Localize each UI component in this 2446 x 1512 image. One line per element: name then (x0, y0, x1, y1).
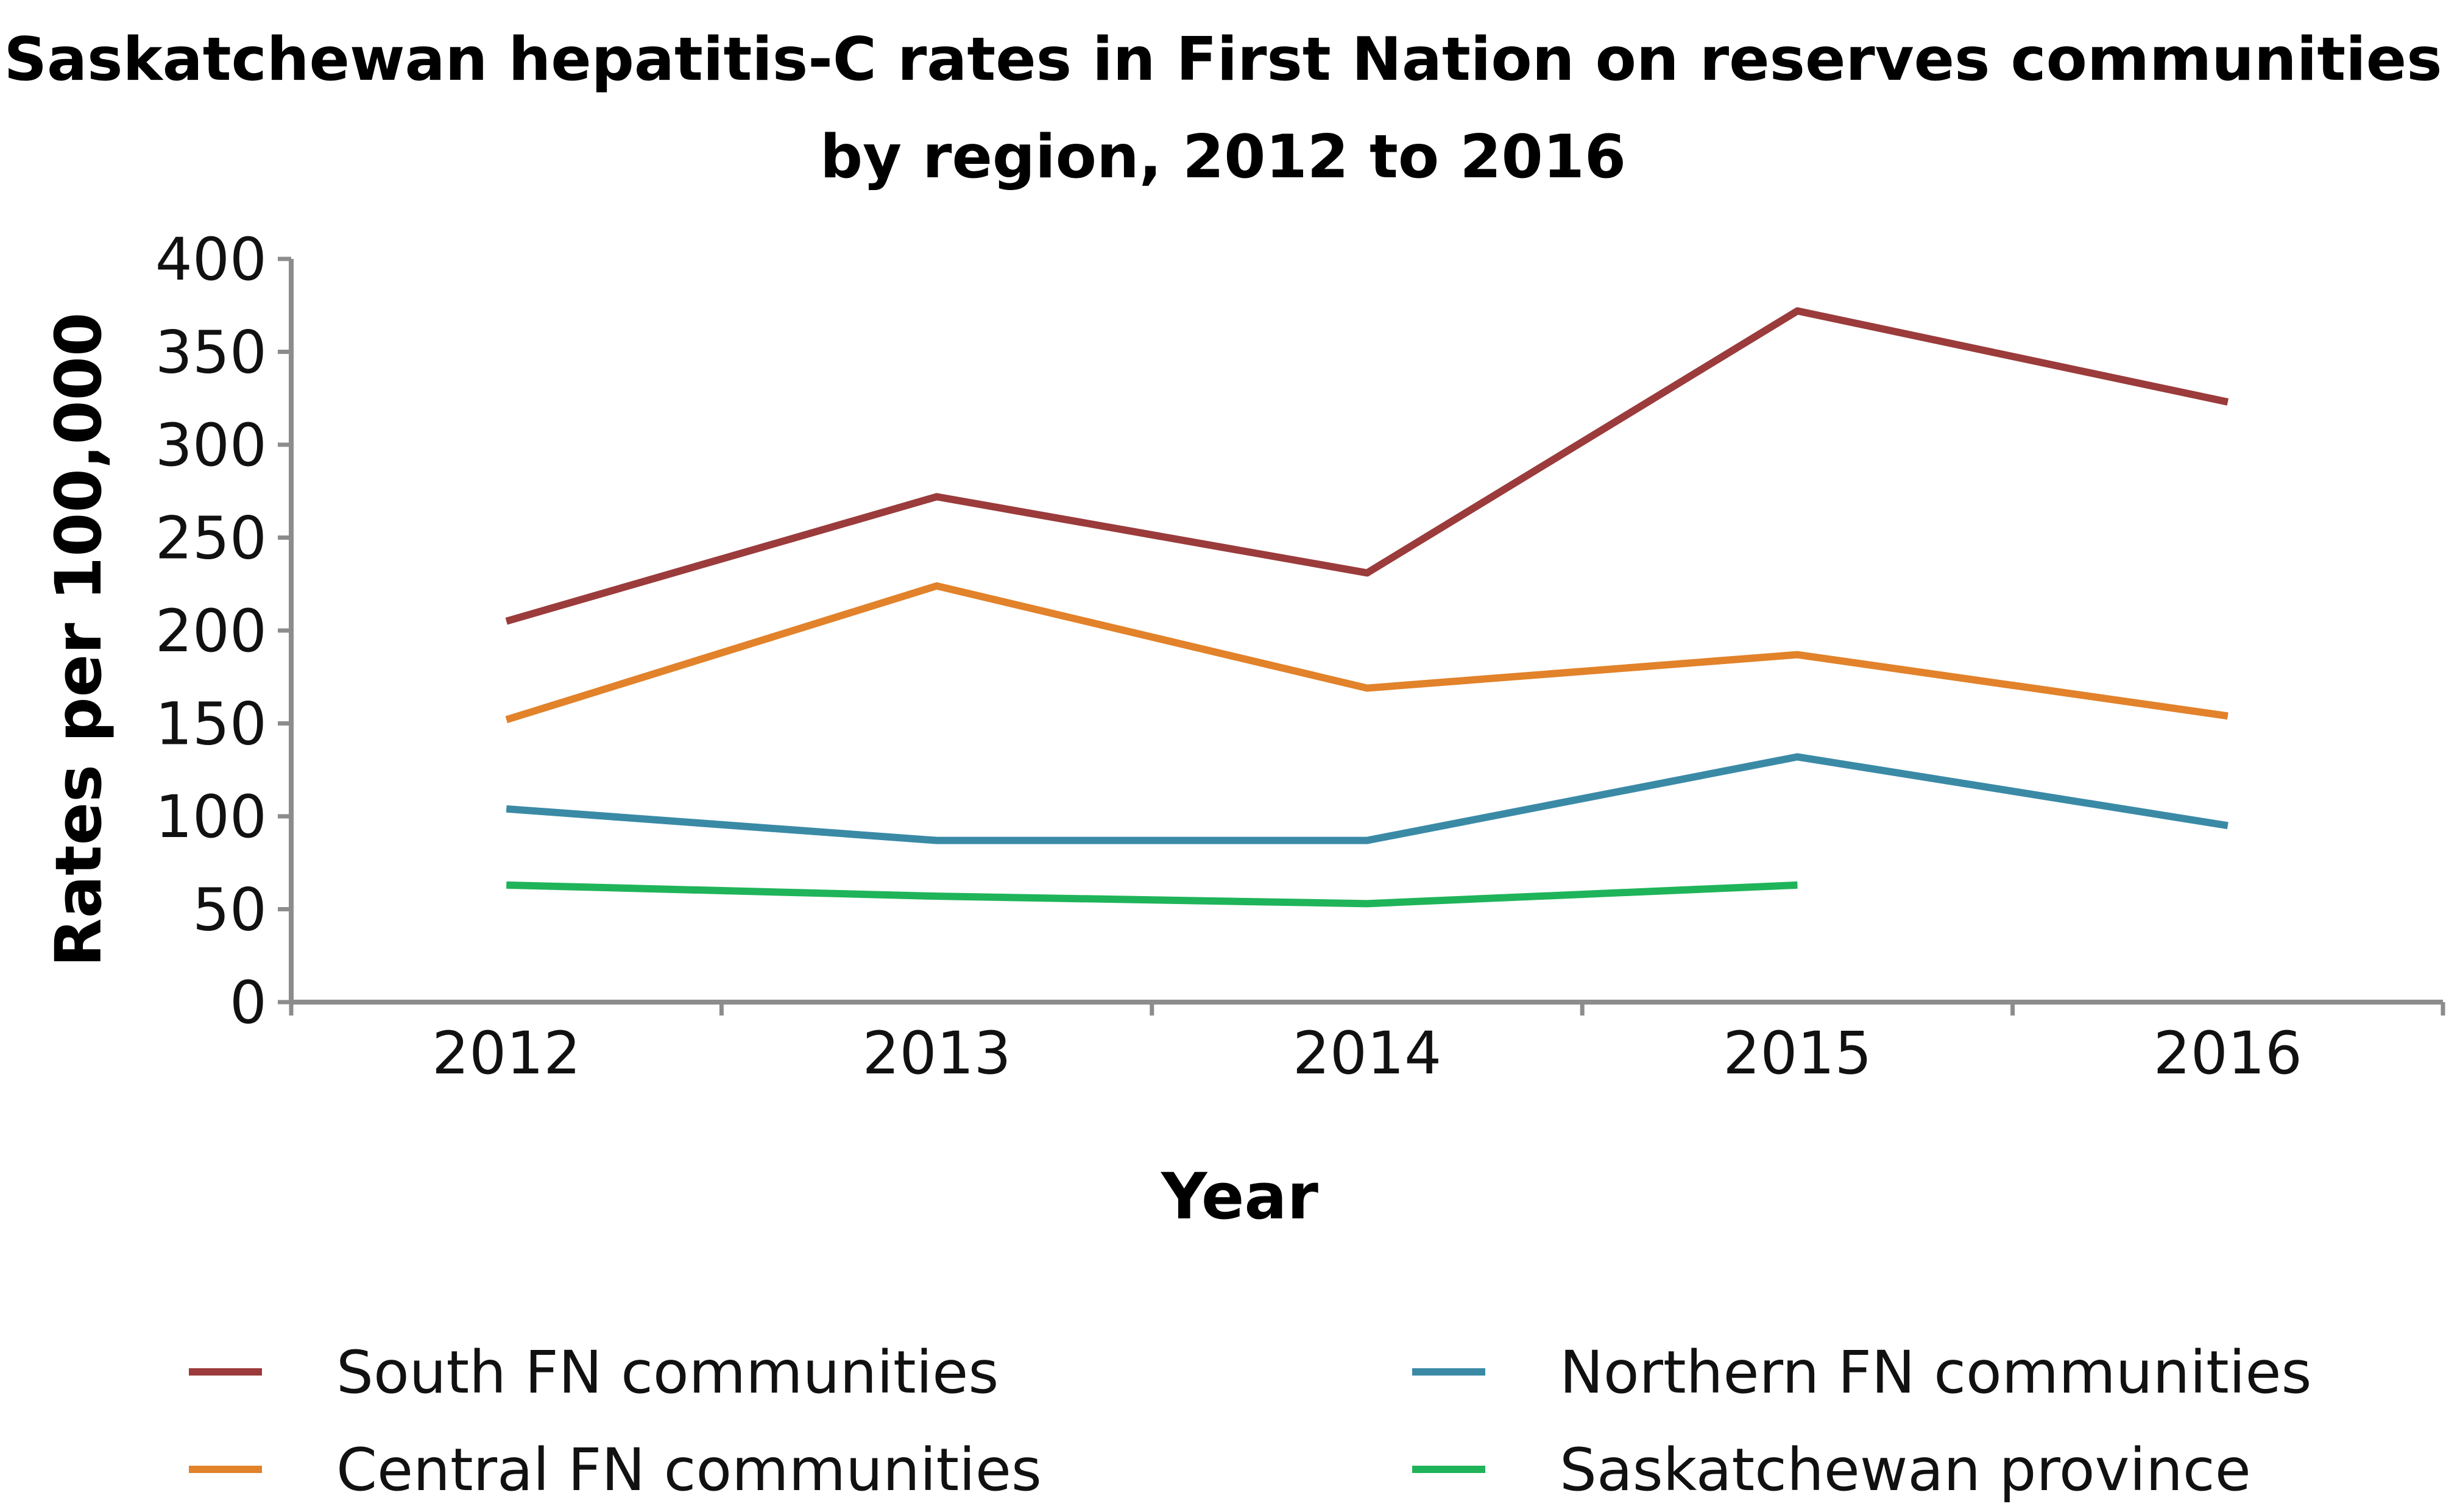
series-line-0 (505, 307, 2229, 625)
x-tick-label: 2013 (862, 1019, 1011, 1087)
y-tick-label: 250 (155, 504, 267, 573)
series-line-2 (506, 753, 2229, 844)
legend: South FN communities Northern FN communit… (189, 1338, 2312, 1504)
series-line-1 (505, 582, 2229, 724)
data-point (1797, 654, 1798, 655)
data-point (936, 896, 938, 897)
data-point (2227, 401, 2229, 403)
data-point (506, 808, 507, 810)
y-tick-label: 50 (193, 876, 267, 944)
axes (278, 256, 2445, 1016)
data-point (1366, 903, 1368, 904)
chart-title-line2: by region, 2012 to 2016 (819, 122, 1627, 192)
data-point (506, 719, 507, 720)
x-tick-labels: 2012 2013 2014 2015 2016 (432, 1019, 2302, 1087)
y-tick-label: 400 (155, 225, 267, 294)
data-point (1366, 840, 1368, 841)
chart-title-line1: Saskatchewan hepatitis-C rates in First … (4, 25, 2442, 94)
series-lines (505, 307, 2229, 908)
legend-label: South FN communities (336, 1338, 999, 1407)
legend-item: Central FN communities (189, 1436, 1042, 1504)
y-tick-label: 300 (155, 411, 267, 479)
y-tick-label: 350 (155, 319, 267, 387)
legend-item: Saskatchewan province (1412, 1436, 2251, 1504)
x-tick-label: 2015 (1723, 1019, 1872, 1087)
legend-item: South FN communities (189, 1338, 999, 1407)
y-tick-label: 0 (230, 969, 267, 1037)
x-tick-label: 2016 (2154, 1019, 2302, 1087)
data-point (936, 840, 938, 841)
x-tick-label: 2014 (1293, 1019, 1441, 1087)
x-axis-title: Year (1160, 1159, 1318, 1234)
legend-label: Central FN communities (336, 1436, 1042, 1504)
data-point (2227, 825, 2229, 826)
y-tick-labels: 0 50 100 150 200 250 300 350 400 (155, 225, 267, 1037)
y-axis-title: Rates per 100,000 (41, 313, 116, 967)
chart-title: Saskatchewan hepatitis-C rates in First … (0, 11, 2446, 206)
y-tick-label: 150 (155, 690, 267, 758)
y-tick-label: 100 (155, 783, 267, 851)
x-tick-label: 2012 (432, 1019, 581, 1087)
legend-label: Northern FN communities (1560, 1338, 2312, 1407)
legend-item: Northern FN communities (1412, 1338, 2312, 1407)
series-line-3 (506, 881, 1798, 908)
legend-label: Saskatchewan province (1560, 1436, 2251, 1504)
y-tick-label: 200 (155, 597, 267, 665)
data-point (936, 585, 938, 587)
data-point (936, 496, 938, 497)
